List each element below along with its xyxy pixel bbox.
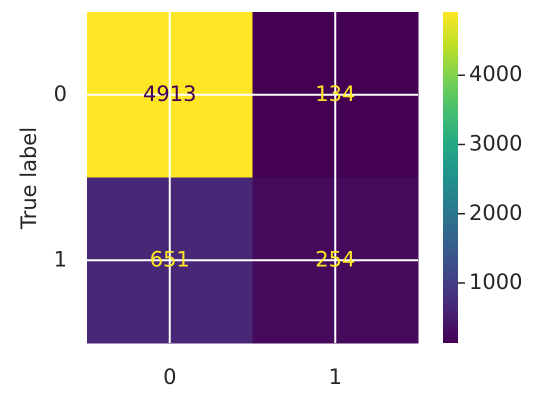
cell-label: 254 [315,247,355,271]
x-tick-label: 1 [329,365,342,389]
cell-label: 4913 [143,82,196,106]
y-tick-label: 1 [54,247,67,271]
colorbar [443,12,458,343]
y-axis-label: True label [17,127,41,230]
y-tick-label: 0 [54,82,67,106]
colorbar-tick-label: 3000 [469,131,522,155]
colorbar-tick-label: 1000 [469,270,522,294]
colorbar-tick-label: 4000 [469,62,522,86]
cell-label: 651 [150,247,190,271]
x-tick-label: 0 [163,365,176,389]
cell-label: 134 [315,82,355,106]
colorbar-tick-label: 2000 [469,201,522,225]
